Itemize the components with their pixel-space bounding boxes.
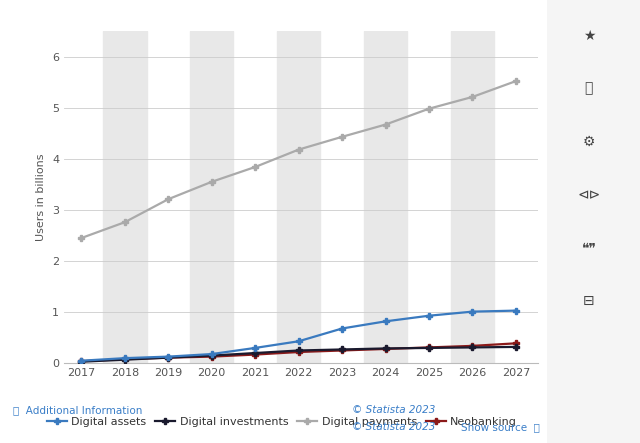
Text: ⓘ  Additional Information: ⓘ Additional Information	[13, 405, 142, 415]
Digital payments	[425, 106, 433, 111]
Bar	[451, 31, 494, 363]
Text: 🔔: 🔔	[585, 82, 593, 96]
Text: ⚙: ⚙	[582, 135, 595, 149]
Digital payments	[208, 179, 216, 184]
Digital assets	[512, 308, 520, 313]
Text: © Statista 2023: © Statista 2023	[352, 405, 435, 415]
Line: Digital investments: Digital investments	[78, 343, 519, 365]
Text: Show source  ⓘ: Show source ⓘ	[461, 423, 540, 432]
Digital payments	[468, 94, 476, 100]
Neobanking	[77, 358, 85, 364]
Text: ⊲⊳: ⊲⊳	[577, 188, 600, 202]
Digital investments	[164, 355, 172, 360]
Neobanking	[381, 346, 389, 352]
Digital investments	[121, 357, 129, 362]
Digital investments	[425, 345, 433, 350]
Digital assets	[121, 355, 129, 361]
Digital investments	[468, 345, 476, 350]
Line: Digital payments: Digital payments	[78, 78, 519, 241]
Neobanking	[425, 345, 433, 350]
Digital payments	[512, 78, 520, 84]
Digital assets	[381, 319, 389, 324]
Digital payments	[164, 197, 172, 202]
Digital investments	[338, 347, 346, 352]
Digital payments	[381, 122, 389, 127]
Digital payments	[77, 235, 85, 241]
Neobanking	[252, 352, 259, 357]
Digital payments	[121, 220, 129, 225]
Digital payments	[338, 134, 346, 140]
Text: ★: ★	[582, 28, 595, 43]
Digital investments	[208, 353, 216, 358]
Digital assets	[252, 345, 259, 350]
Digital assets	[77, 358, 85, 363]
Line: Neobanking: Neobanking	[78, 340, 519, 365]
Line: Digital assets: Digital assets	[78, 307, 519, 364]
Digital assets	[295, 338, 303, 344]
Digital investments	[381, 346, 389, 351]
Neobanking	[468, 343, 476, 349]
Digital assets	[468, 309, 476, 314]
Digital investments	[295, 348, 303, 353]
Bar	[190, 31, 234, 363]
Digital assets	[208, 351, 216, 357]
Digital assets	[164, 354, 172, 359]
Text: ⊟: ⊟	[583, 294, 595, 308]
Neobanking	[338, 348, 346, 353]
Y-axis label: Users in billions: Users in billions	[36, 153, 47, 241]
Legend: Digital assets, Digital investments, Digital payments, Neobanking: Digital assets, Digital investments, Dig…	[42, 412, 522, 431]
Digital investments	[77, 359, 85, 365]
Neobanking	[512, 341, 520, 346]
Text: ❝❞: ❝❞	[582, 241, 596, 255]
Digital assets	[338, 326, 346, 331]
Digital investments	[512, 344, 520, 350]
Bar	[103, 31, 147, 363]
Neobanking	[121, 357, 129, 362]
Digital investments	[252, 350, 259, 356]
Digital payments	[252, 164, 259, 170]
Text: © Statista 2023: © Statista 2023	[352, 423, 435, 432]
Neobanking	[295, 350, 303, 355]
Neobanking	[164, 355, 172, 360]
Bar	[364, 31, 407, 363]
Digital assets	[425, 313, 433, 319]
Neobanking	[208, 354, 216, 359]
Bar	[277, 31, 321, 363]
Digital payments	[295, 147, 303, 152]
